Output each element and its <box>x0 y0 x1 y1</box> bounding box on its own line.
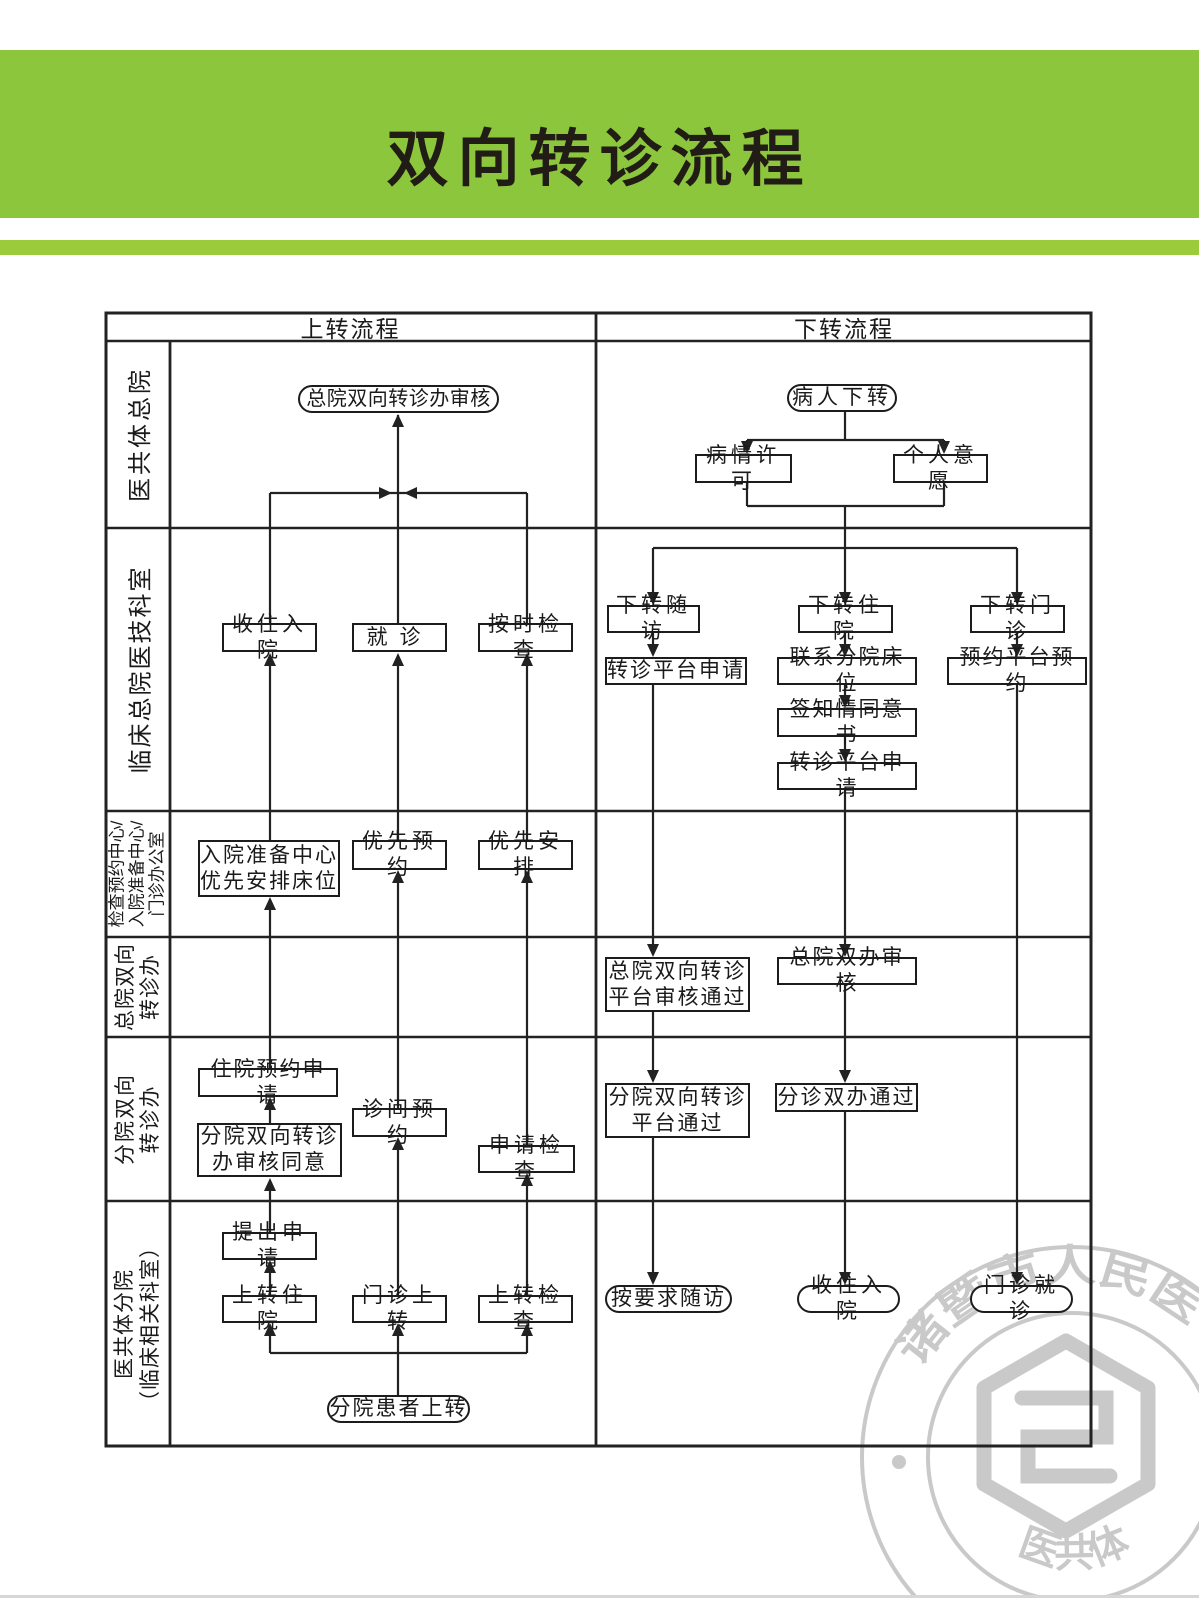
seal-dot <box>892 1455 906 1469</box>
flow-node-branch-platform-pass: 分院双向转诊 平台通过 <box>605 1083 750 1138</box>
node-line: 办审核同意 <box>212 1151 327 1174</box>
lane-label-line: 分院双向 <box>113 1073 137 1165</box>
lane-label-line: 检查预约中心/ <box>107 820 127 928</box>
flow-node-contact-branch-bed: 联系分院床位 <box>777 646 917 695</box>
flow-node-admitted-hospital: 收住入院 <box>797 1274 900 1323</box>
title-banner: 双向转诊流程 <box>0 50 1199 218</box>
page-bottom-edge <box>0 1595 1199 1598</box>
up-flow-wires <box>264 414 533 1395</box>
flow-node-hospitalization-booking-apply: 住院预约申请 <box>198 1058 338 1107</box>
flow-node-clinic-visit: 就诊 <box>352 623 447 652</box>
flow-node-admission-prep-center: 入院准备中心 优先安排床位 <box>198 840 340 897</box>
lane-label-branch-referral-office: 分院双向 转诊办 <box>105 1037 170 1201</box>
page-title: 双向转诊流程 <box>386 125 813 194</box>
flow-node-outpatient-visit: 门诊就诊 <box>970 1274 1073 1323</box>
lane-label-line: 医共体分院 <box>112 1269 136 1379</box>
flow-node-admit-hospital: 收住入院 <box>222 613 317 662</box>
node-line: 总院双向转诊 <box>608 959 747 983</box>
flow-node-followup-as-required: 按要求随访 <box>605 1285 732 1313</box>
lane-label-line: 总院双向 <box>113 943 137 1031</box>
flow-node-transfer-up-hospitalization: 上转住院 <box>222 1284 317 1333</box>
lane-label-line: 门诊办公室 <box>147 831 167 917</box>
banner-stripe <box>0 240 1199 255</box>
flow-node-patient-transfer-down: 病人下转 <box>787 384 897 412</box>
flow-node-transfer-up-check: 上转检查 <box>478 1284 573 1333</box>
node-line: 分院双向转诊 <box>608 1085 747 1109</box>
flow-node-hq-office-review: 总院双办审核 <box>777 946 917 995</box>
flow-node-sign-consent: 签知情同意书 <box>777 698 917 747</box>
lane-label-line: 医共体总院 <box>127 367 154 502</box>
flow-node-condition-permits: 病情许可 <box>695 444 792 493</box>
flow-node-referral-platform-apply-1: 转诊平台申请 <box>605 657 747 685</box>
flow-node-timely-check: 按时检查 <box>478 613 573 662</box>
flow-node-booking-platform-reserve: 预约平台预约 <box>947 646 1087 695</box>
lane-label-prep-centers: 检查预约中心/ 入院准备中心/ 门诊办公室 <box>105 811 170 937</box>
flow-node-personal-will: 个人意愿 <box>893 444 988 493</box>
lane-label-hq-referral-office: 总院双向 转诊办 <box>105 937 170 1037</box>
flow-node-priority-booking: 优先预约 <box>352 830 447 879</box>
lane-label-medtech: 临床总院医技科室 <box>105 528 170 811</box>
flow-node-hq-referral-office-review: 总院双向转诊办审核 <box>298 385 499 413</box>
flow-node-apply-check: 申请检查 <box>478 1134 575 1183</box>
lane-label-line: 入院准备中心/ <box>127 820 147 928</box>
seal-rings <box>860 1245 1199 1598</box>
flow-node-triage-office-pass: 分诊双办通过 <box>775 1083 918 1112</box>
node-line: 平台审核通过 <box>608 985 747 1009</box>
column-header-up: 上转流程 <box>300 315 401 342</box>
flow-node-interclinic-booking: 诊间预约 <box>352 1098 447 1147</box>
flow-node-branch-patient-transfer-up: 分院患者上转 <box>327 1395 470 1423</box>
flow-node-priority-arrange: 优先安排 <box>478 830 573 879</box>
flow-node-down-outpatient: 下转门诊 <box>970 594 1065 643</box>
flow-node-outpatient-transfer-up: 门诊上转 <box>352 1284 447 1333</box>
flow-node-referral-platform-apply-2: 转诊平台申请 <box>777 751 917 800</box>
lane-label-hq: 医共体总院 <box>105 341 170 528</box>
node-line: 入院准备中心 <box>200 843 338 867</box>
node-line: 分院双向转诊 <box>200 1125 339 1148</box>
flow-node-down-followup: 下转随访 <box>607 594 700 643</box>
flow-node-down-hospitalization: 下转住院 <box>798 594 893 643</box>
node-line: 平台通过 <box>631 1111 724 1135</box>
flow-node-submit-application: 提出申请 <box>222 1221 317 1270</box>
node-line: 优先安排床位 <box>200 869 338 893</box>
lane-label-line: 转诊办 <box>138 954 162 1020</box>
flow-node-branch-office-review-agree: 分院双向转诊 办审核同意 <box>197 1123 342 1177</box>
lane-label-line: （临床相关科室） <box>138 1236 162 1412</box>
lane-label-line: 临床总院医技科室 <box>127 565 154 774</box>
column-header-down: 下转流程 <box>794 315 894 342</box>
lane-label-line: 转诊办 <box>138 1084 162 1154</box>
lane-label-branch-hospital: 医共体分院 （临床相关科室） <box>105 1201 170 1447</box>
down-flow-wires <box>647 412 1023 1285</box>
flow-node-hq-platform-review-pass: 总院双向转诊 平台审核通过 <box>605 957 750 1012</box>
